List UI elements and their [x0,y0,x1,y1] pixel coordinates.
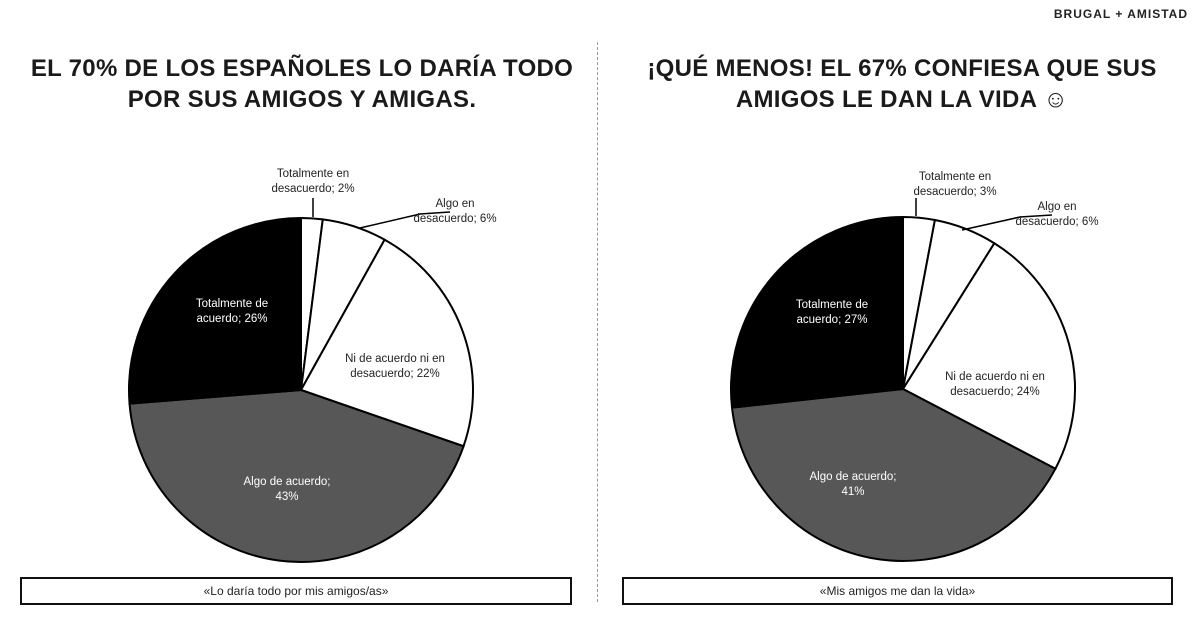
brand-label: BRUGAL + AMISTAD [1053,7,1188,21]
leader-line [961,214,1053,231]
pie-slice [128,388,465,563]
pie-slice [128,216,302,405]
data-label: Totalmente de acuerdo; 26% [196,298,268,325]
divider [597,42,598,602]
data-label: Totalmente en desacuerdo; 2% [271,168,354,195]
data-label: Totalmente en desacuerdo; 3% [913,171,996,198]
data-label: Totalmente de acuerdo; 27% [796,299,868,326]
data-label: Algo en desacuerdo; 6% [1015,201,1098,228]
data-label: Algo de acuerdo; 43% [244,476,331,503]
data-label: Ni de acuerdo ni en desacuerdo; 24% [945,371,1045,398]
chart-title-left: EL 70% DE LOS ESPAÑOLES LO DARÍA TODO PO… [30,55,574,113]
data-label: Ni de acuerdo ni en desacuerdo; 22% [345,353,445,380]
caption-box-left: «Lo daría todo por mis amigos/as» [20,577,572,605]
pie-slice [901,241,1076,471]
pie-slice [730,215,904,409]
caption-box-right: «Mis amigos me dan la vida» [622,577,1173,605]
data-label: Algo en desacuerdo; 6% [413,198,496,225]
chart-title-right: ¡QUÉ MENOS! EL 67% CONFIESA QUE SUS AMIG… [647,55,1157,113]
data-label: Algo de acuerdo; 41% [810,471,897,498]
pie-slice [299,238,474,448]
pie-slice [730,387,1057,562]
leader-line [359,211,451,229]
